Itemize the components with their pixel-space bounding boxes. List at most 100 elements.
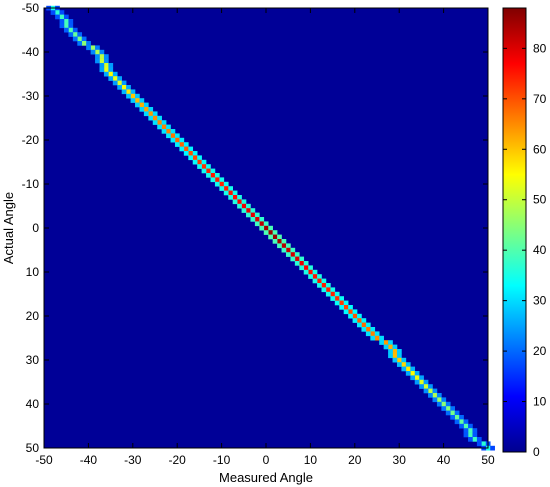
heatmap-cell — [192, 155, 198, 161]
heatmap-cell — [343, 309, 349, 315]
heatmap-cell — [174, 133, 180, 139]
heatmap-cell — [254, 217, 260, 222]
heatmap-cell — [339, 296, 344, 301]
heatmap-cell — [334, 300, 340, 306]
heatmap-cell — [325, 287, 331, 293]
heatmap-cell — [59, 10, 65, 15]
heatmap-cell — [254, 221, 260, 227]
heatmap-cell — [405, 362, 411, 367]
y-tick-label: 10 — [26, 265, 40, 279]
heatmap-cell — [237, 195, 242, 200]
heatmap-cell — [285, 243, 291, 249]
heatmap-cell — [219, 177, 225, 183]
heatmap-cell — [259, 221, 265, 227]
y-tick-label: -40 — [22, 45, 40, 59]
heatmap-cell — [179, 142, 185, 147]
heatmap-cell — [192, 151, 198, 156]
heatmap-cell — [441, 401, 447, 407]
heatmap-cell — [445, 406, 451, 411]
x-tick-label: -20 — [169, 453, 187, 467]
heatmap-cell — [374, 331, 380, 337]
x-tick-label: 10 — [304, 453, 318, 467]
heatmap-cell — [197, 155, 202, 161]
heatmap-cell — [99, 63, 105, 68]
heatmap-cell — [72, 32, 78, 37]
heatmap-cell — [348, 305, 353, 310]
plot-area — [43, 5, 495, 451]
heatmap-cell — [72, 27, 78, 33]
heatmap-cell — [63, 19, 69, 24]
heatmap-cell — [312, 269, 318, 275]
heatmap-cell — [370, 331, 376, 337]
heatmap-cell — [321, 283, 327, 288]
heatmap-cell — [263, 221, 269, 227]
heatmap-cell — [254, 212, 260, 218]
heatmap-cell — [428, 384, 433, 389]
y-tick-label: -10 — [22, 177, 40, 191]
y-tick-label: -50 — [22, 1, 40, 15]
heatmap-cell — [454, 410, 460, 416]
heatmap-cell — [357, 322, 362, 328]
heatmap-cell — [219, 181, 225, 187]
heatmap-cell — [303, 261, 309, 266]
heatmap-cell — [263, 225, 269, 231]
heatmap-cell — [201, 168, 207, 174]
heatmap-cell — [232, 195, 238, 200]
heatmap-cell — [268, 225, 273, 231]
heatmap-cell — [365, 327, 371, 332]
heatmap-cell — [299, 256, 305, 262]
colorbar — [502, 7, 527, 453]
heatmap-cell — [405, 366, 411, 372]
heatmap-cell — [432, 393, 438, 398]
heatmap-cell — [290, 252, 296, 257]
x-tick-label: -30 — [124, 453, 142, 467]
heatmap-cell — [108, 71, 114, 77]
heatmap-cell — [463, 423, 469, 429]
heatmap-cell — [161, 124, 167, 130]
heatmap-cell — [450, 415, 455, 420]
heatmap-cell — [414, 375, 420, 381]
heatmap-cell — [148, 107, 154, 112]
y-tick-label: 0 — [32, 221, 39, 235]
heatmap-cell — [330, 296, 336, 301]
heatmap-cell — [81, 36, 87, 42]
heatmap-cell — [197, 159, 202, 165]
heatmap-cell — [143, 102, 149, 108]
heatmap-cell — [436, 401, 442, 407]
heatmap-cell — [166, 129, 171, 134]
heatmap-cell — [232, 190, 238, 196]
heatmap-cell — [55, 14, 60, 20]
heatmap-cell — [268, 230, 273, 235]
heatmap-cell — [130, 98, 136, 103]
heatmap-cell — [317, 278, 322, 284]
heatmap-cell — [68, 19, 74, 24]
heatmap-cell — [143, 111, 149, 117]
heatmap-cell — [219, 186, 225, 191]
heatmap-cell — [410, 375, 416, 381]
x-axis-label: Measured Angle — [219, 470, 313, 485]
heatmap-cell — [161, 129, 167, 134]
heatmap-cell — [188, 146, 194, 152]
heatmap-cell — [237, 203, 242, 209]
heatmap-cell — [414, 379, 420, 385]
heatmap-cell — [294, 256, 300, 262]
colorbar-tick-label: 10 — [533, 395, 547, 409]
heatmap-cell — [423, 384, 429, 389]
heatmap-cell — [401, 362, 407, 367]
heatmap-cell — [86, 41, 91, 46]
heatmap-cell — [103, 54, 109, 59]
heatmap-cell — [303, 265, 309, 271]
heatmap-cell — [410, 366, 416, 372]
heatmap-cell — [183, 142, 189, 147]
heatmap-cell — [206, 168, 211, 174]
heatmap-cell — [428, 388, 433, 394]
heatmap-cell — [148, 111, 154, 117]
heatmap-cell — [272, 230, 278, 235]
heatmap-cell — [361, 327, 367, 332]
heatmap-cell — [445, 401, 451, 407]
x-tick-label: -10 — [213, 453, 231, 467]
heatmap-cell — [246, 208, 251, 213]
heatmap-cell — [228, 195, 233, 200]
heatmap-cell — [152, 120, 158, 125]
heatmap-cell — [170, 129, 176, 134]
